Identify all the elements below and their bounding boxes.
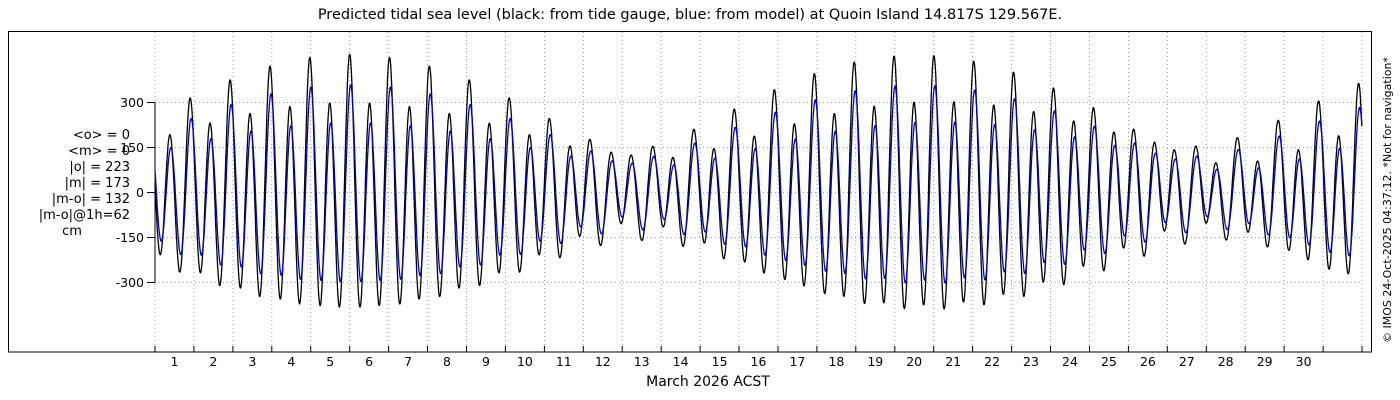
x-tick-label: 29 — [1257, 354, 1273, 369]
x-tick-label: 1 — [171, 354, 179, 369]
x-tick-label: 16 — [751, 354, 767, 369]
x-tick-label: 14 — [673, 354, 689, 369]
copyright-vertical-text: © IMOS 24-Oct-2025 04:37:12. *Not for na… — [1381, 57, 1394, 343]
y-tick-label: -150 — [116, 230, 144, 245]
plot-frame-border — [8, 31, 1372, 353]
x-tick-label: 11 — [556, 354, 572, 369]
x-tick-label: 21 — [945, 354, 961, 369]
x-tick-label: 15 — [712, 354, 728, 369]
stats-line: |o| = 223 — [69, 160, 130, 175]
x-tick-label: 7 — [404, 354, 412, 369]
x-tick-label: 20 — [906, 354, 922, 369]
tide-curve-tide-gauge — [154, 53, 1363, 310]
x-axis-label: March 2026 ACST — [646, 374, 770, 390]
y-tick-label: 150 — [120, 140, 144, 155]
x-tick-label: 12 — [595, 354, 611, 369]
x-tick-label: 8 — [443, 354, 451, 369]
x-tick-label: 19 — [867, 354, 883, 369]
x-tick-label: 10 — [517, 354, 533, 369]
y-tick-label: -300 — [116, 275, 144, 290]
chart-title: Predicted tidal sea level (black: from t… — [317, 7, 1063, 23]
stats-units-label: cm — [62, 224, 82, 239]
y-tick-label: 0 — [136, 185, 144, 200]
stats-line: <o> = 0 — [72, 128, 130, 143]
x-tick-label: 27 — [1179, 354, 1195, 369]
x-tick-label: 23 — [1023, 354, 1039, 369]
x-tick-label: 5 — [326, 354, 334, 369]
x-tick-label: 28 — [1218, 354, 1234, 369]
x-tick-label: 2 — [209, 354, 217, 369]
x-tick-label: 13 — [634, 354, 650, 369]
x-tick-label: 3 — [248, 354, 256, 369]
x-tick-label: 18 — [828, 354, 844, 369]
stats-line: |m-o| = 132 — [51, 192, 130, 207]
x-tick-label: 9 — [482, 354, 490, 369]
tide-curve-model — [154, 84, 1363, 284]
x-tick-label: 17 — [789, 354, 805, 369]
x-tick-label: 4 — [287, 354, 295, 369]
x-tick-label: 26 — [1140, 354, 1156, 369]
stats-line: <m> = 0 — [68, 144, 130, 159]
x-tick-label: 6 — [365, 354, 373, 369]
stats-line: |m| = 173 — [64, 176, 130, 191]
stats-block: <o> = 0 <m> = 0 |o| = 223 |m| = 173 |m-o| = … — [14, 128, 130, 240]
stats-line: |m-o|@1h=62 — [38, 208, 130, 223]
x-tick-label: 25 — [1101, 354, 1117, 369]
y-tick-label: 300 — [120, 95, 144, 110]
x-tick-label: 24 — [1062, 354, 1078, 369]
x-tick-label: 22 — [984, 354, 1000, 369]
x-tick-label: 30 — [1296, 354, 1312, 369]
